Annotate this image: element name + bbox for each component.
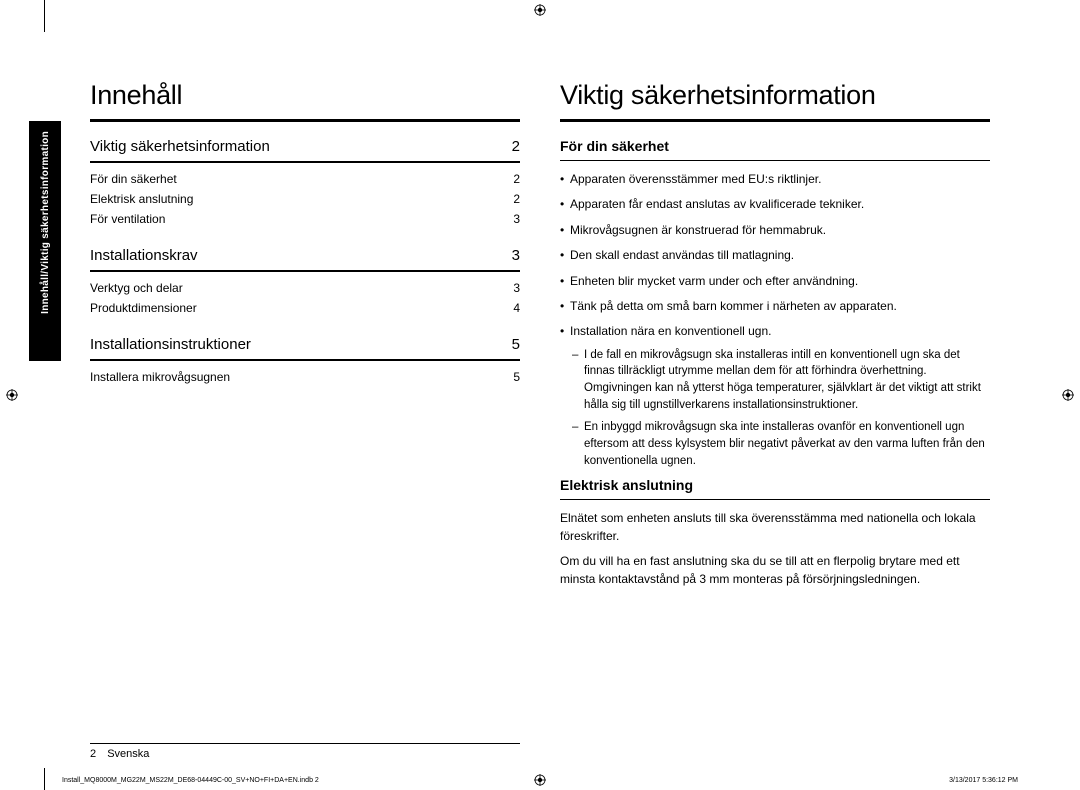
list-item: Mikrovågsugnen är konstruerad för hemmab… <box>560 222 990 239</box>
bullet-list: Apparaten överensstämmer med EU:s riktli… <box>560 171 990 469</box>
toc-heading-page: 5 <box>512 336 520 353</box>
toc-row-label: Elektrisk anslutning <box>90 192 193 206</box>
side-tab: Innehåll/Viktig säkerhetsinformation <box>29 121 61 361</box>
toc-row-page: 3 <box>513 281 520 295</box>
timestamp-label: 3/13/2017 5:36:12 PM <box>949 777 1018 784</box>
toc-section: Installationsinstruktioner5Installera mi… <box>90 336 520 387</box>
toc-section-heading: Installationsinstruktioner 5 <box>90 336 520 361</box>
list-item: Enheten blir mycket varm under och efter… <box>560 273 990 290</box>
toc-heading-label: Viktig säkerhetsinformation <box>90 138 270 155</box>
crop-mark <box>44 0 45 32</box>
toc-row-page: 4 <box>513 301 520 315</box>
page-content: Innehåll Viktig säkerhetsinformation2För… <box>90 80 990 760</box>
toc-heading-page: 3 <box>512 247 520 264</box>
list-item: En inbyggd mikrovågsugn ska inte install… <box>570 419 990 469</box>
toc-row: Installera mikrovågsugnen 5 <box>90 367 520 387</box>
footer-language: Svenska <box>107 748 149 760</box>
toc-row-label: Produktdimensioner <box>90 301 197 315</box>
page-number: 2 <box>90 748 96 760</box>
toc-row-label: För ventilation <box>90 212 165 226</box>
toc-row: Verktyg och delar 3 <box>90 278 520 298</box>
toc-row-page: 5 <box>513 370 520 384</box>
page-footer: 2 Svenska <box>90 748 149 760</box>
toc-section: Viktig säkerhetsinformation2För din säke… <box>90 138 520 229</box>
toc-section-heading: Installationskrav 3 <box>90 247 520 272</box>
toc-row-label: Verktyg och delar <box>90 281 183 295</box>
toc-title: Innehåll <box>90 80 520 111</box>
list-item: Installation nära en konventionell ugn.I… <box>560 323 990 469</box>
toc-row-label: Installera mikrovågsugnen <box>90 370 230 384</box>
toc-row-page: 3 <box>513 212 520 226</box>
toc-section-heading: Viktig säkerhetsinformation 2 <box>90 138 520 163</box>
list-item: Den skall endast användas till matlagnin… <box>560 247 990 264</box>
section-heading: Elektrisk anslutning <box>560 477 990 500</box>
toc-row: För ventilation 3 <box>90 209 520 229</box>
toc-heading-label: Installationsinstruktioner <box>90 336 251 353</box>
footer-rule <box>90 743 520 744</box>
list-item: Tänk på detta om små barn kommer i närhe… <box>560 298 990 315</box>
paragraph: Elnätet som enheten ansluts till ska öve… <box>560 510 990 545</box>
toc-row-page: 2 <box>513 172 520 186</box>
left-column: Innehåll Viktig säkerhetsinformation2För… <box>90 80 520 596</box>
toc-row-label: För din säkerhet <box>90 172 177 186</box>
toc-row-page: 2 <box>513 192 520 206</box>
registration-mark-icon <box>534 774 546 786</box>
safety-body: För din säkerhet Apparaten överensstämmer… <box>560 138 990 588</box>
registration-mark-icon <box>534 4 546 16</box>
side-tab-label: Innehåll/Viktig säkerhetsinformation <box>40 131 51 314</box>
registration-mark-icon <box>6 389 18 401</box>
table-of-contents: Viktig säkerhetsinformation2För din säke… <box>90 138 520 387</box>
toc-heading-label: Installationskrav <box>90 247 198 264</box>
list-item: Apparaten överensstämmer med EU:s riktli… <box>560 171 990 188</box>
right-column: Viktig säkerhetsinformation För din säke… <box>560 80 990 596</box>
paragraph: Om du vill ha en fast anslutning ska du … <box>560 553 990 588</box>
toc-section: Installationskrav 3 Verktyg och delar 3 Prod… <box>90 247 520 318</box>
crop-mark <box>44 768 45 790</box>
toc-row: Elektrisk anslutning 2 <box>90 189 520 209</box>
title-rule <box>560 119 990 122</box>
source-file-label: Install_MQ8000M_MG22M_MS22M_DE68-04449C-… <box>62 777 319 784</box>
toc-heading-page: 2 <box>512 138 520 155</box>
list-item: Apparaten får endast anslutas av kvalifi… <box>560 196 990 213</box>
main-title: Viktig säkerhetsinformation <box>560 80 990 111</box>
toc-row: Produktdimensioner 4 <box>90 298 520 318</box>
toc-row: För din säkerhet 2 <box>90 169 520 189</box>
sub-list: I de fall en mikrovågsugn ska installera… <box>570 347 990 470</box>
list-item: I de fall en mikrovågsugn ska installera… <box>570 347 990 414</box>
title-rule <box>90 119 520 122</box>
registration-mark-icon <box>1062 389 1074 401</box>
section-heading: För din säkerhet <box>560 138 990 161</box>
